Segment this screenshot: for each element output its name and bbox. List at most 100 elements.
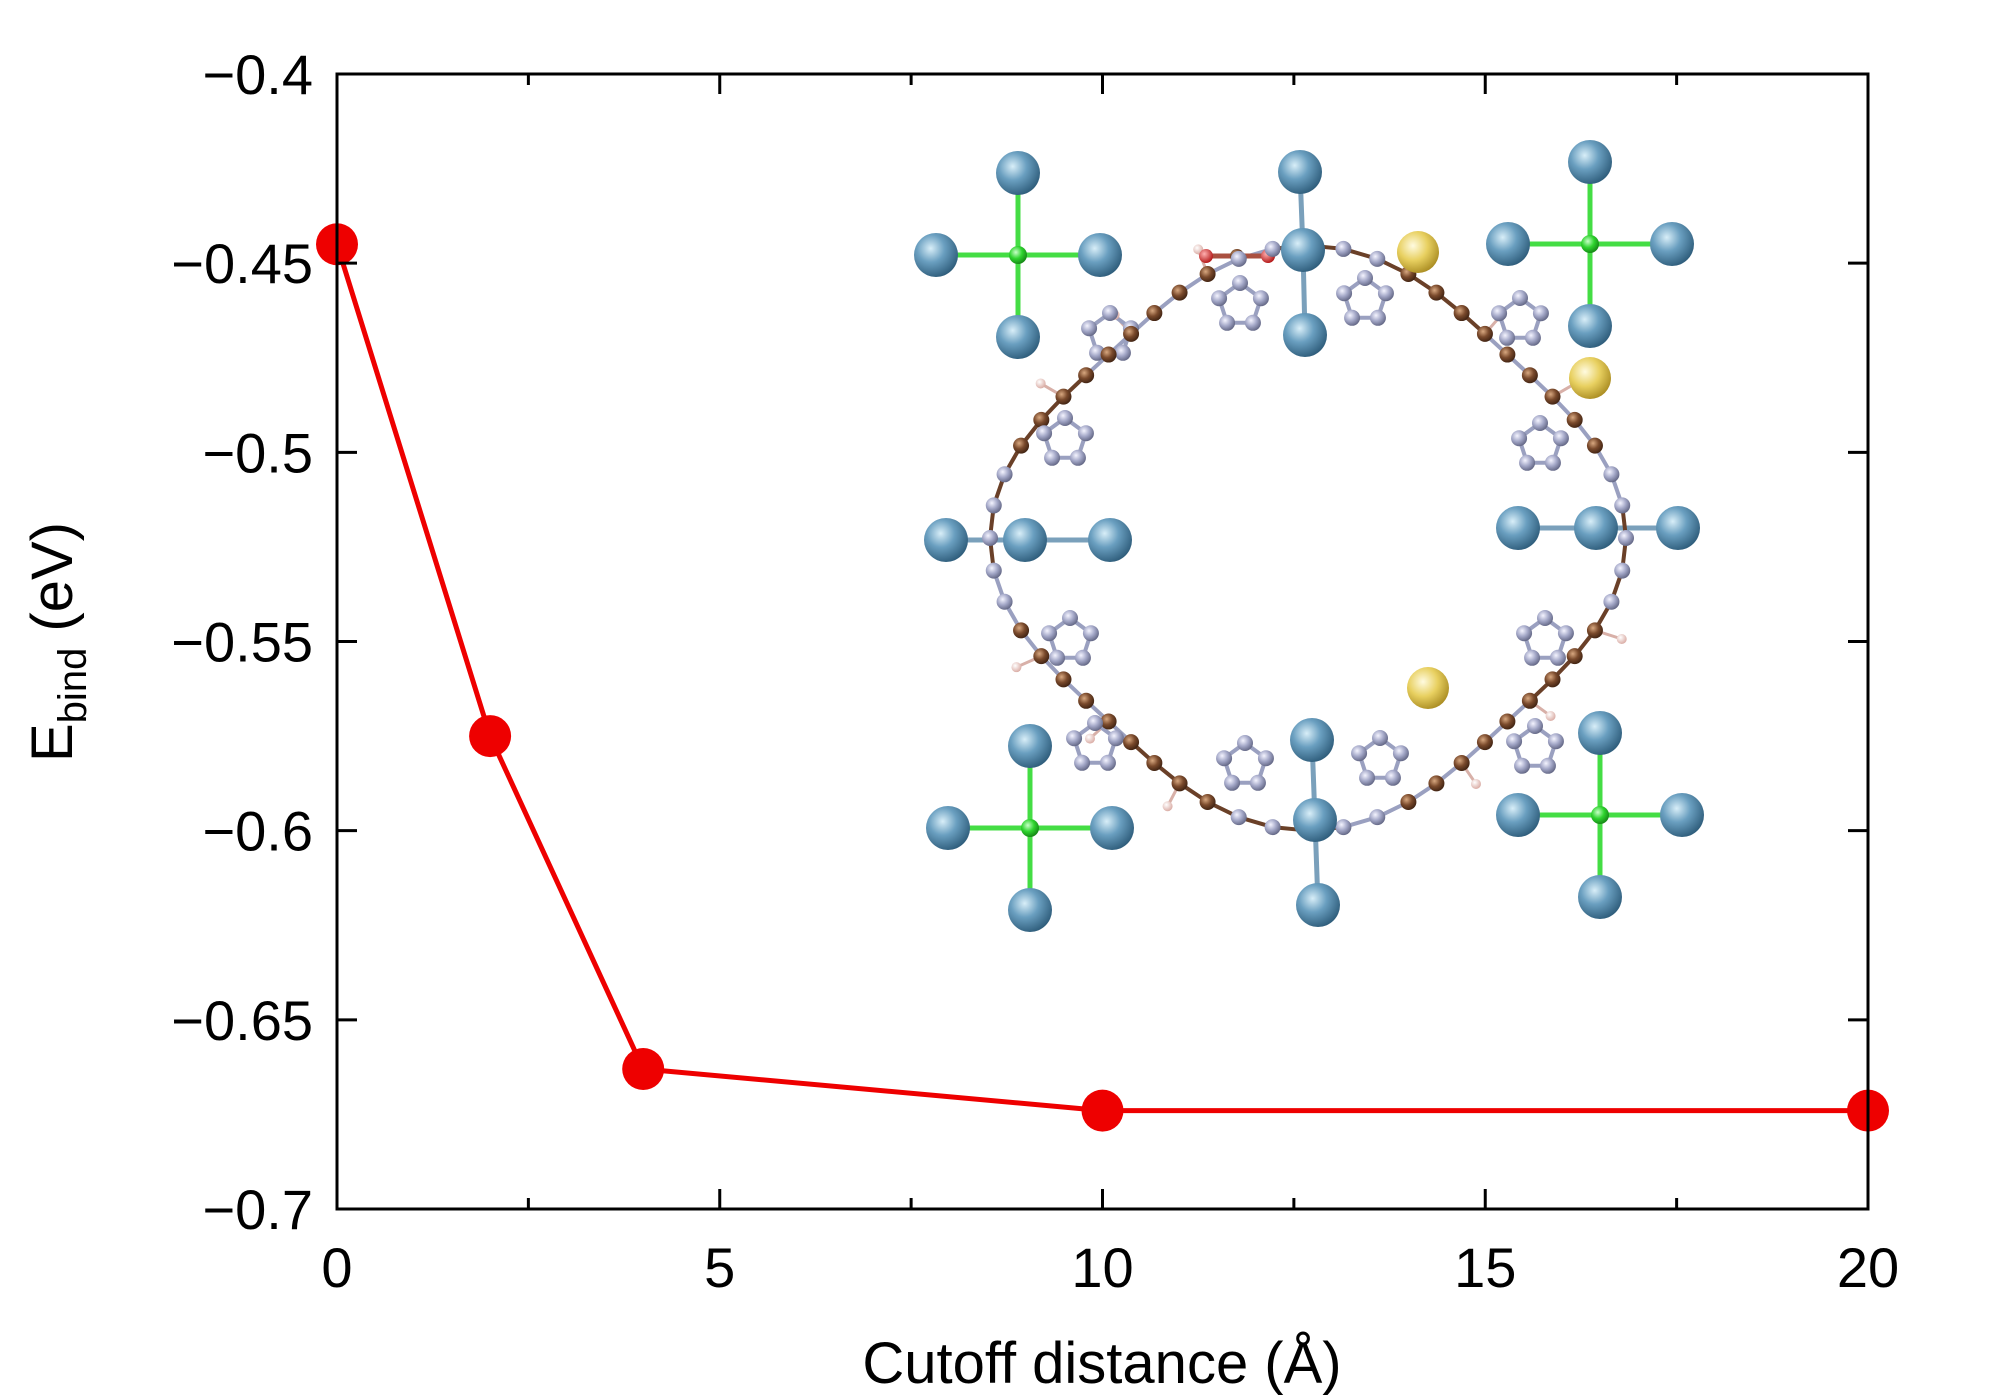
y-tick-label: −0.7 [202, 1178, 313, 1241]
metal-atom [1078, 233, 1122, 277]
nitrogen-atom [1107, 730, 1124, 747]
carbon-atom [1123, 325, 1140, 342]
nitrogen-atom [1384, 769, 1401, 786]
nitrogen-atom [1099, 754, 1116, 771]
carbon-atom [1123, 734, 1140, 751]
nitrogen-atom [1392, 745, 1409, 762]
y-axis-label: Ebind (eV) [20, 522, 95, 762]
nitrogen-atom [1372, 730, 1388, 746]
carbon-atom [1013, 437, 1030, 454]
carbon-atom [1055, 388, 1072, 405]
nitrogen-atom [1077, 425, 1094, 442]
nitrogen-atom [1249, 774, 1266, 791]
carbon-atom [1499, 346, 1516, 363]
metal-atom [1568, 304, 1612, 348]
carbon-atom [1453, 305, 1470, 322]
hydrogen-atom [1616, 633, 1627, 644]
nitrogen-atom [1062, 610, 1078, 626]
nitrogen-atom [1491, 305, 1508, 322]
carbon-atom [1078, 692, 1095, 709]
carbon-atom [1476, 325, 1493, 342]
nitrogen-atom [1244, 314, 1261, 331]
nitrogen-atom [1344, 309, 1361, 326]
nitrogen-atom [1041, 625, 1058, 642]
series-line [334, 243, 1868, 1114]
nitrogen-atom [1114, 344, 1131, 361]
nitrogen-atom [1336, 285, 1353, 302]
nitrogen-atom [1335, 819, 1352, 836]
carbon-atom [1146, 754, 1163, 771]
metal-atom [1008, 724, 1052, 768]
x-tick-label: 15 [1454, 1236, 1516, 1299]
nitrogen-atom [1082, 625, 1099, 642]
carbon-atom [1544, 671, 1561, 688]
data-point [469, 715, 512, 758]
nitrogen-atom [1532, 415, 1548, 431]
metal-atom [924, 518, 968, 562]
nitrogen-atom [1264, 240, 1281, 257]
carbon-atom [1566, 648, 1583, 665]
carbon-atom [1199, 266, 1216, 283]
data-point [1081, 1089, 1124, 1132]
nitrogen-atom [1527, 718, 1543, 734]
y-axis-label-unit: (eV) [20, 522, 85, 648]
y-axis-label-main: E [20, 723, 85, 762]
nitrogen-atom [1552, 430, 1569, 447]
carbon-atom [1055, 671, 1072, 688]
hydrogen-atom [1470, 778, 1481, 789]
metal-atom [1496, 506, 1540, 550]
sulfur-atom [1397, 231, 1439, 273]
nitrogen-atom [1499, 329, 1516, 346]
metal-atom [1660, 793, 1704, 837]
x-tick-label: 5 [704, 1236, 735, 1299]
nitrogen-atom [1539, 757, 1556, 774]
nitrogen-atom [1232, 275, 1248, 291]
nitrogen-atom [1514, 757, 1531, 774]
nitrogen-atom [985, 562, 1002, 579]
nitrogen-atom [1069, 449, 1086, 466]
nitrogen-atom [1511, 430, 1528, 447]
hydrogen-atom [1162, 801, 1173, 812]
metal-atom [1574, 506, 1618, 550]
nitrogen-atom [1074, 754, 1091, 771]
nitrogen-atom [1516, 625, 1533, 642]
nitrogen-atom [1614, 497, 1631, 514]
nitrogen-atom [1081, 320, 1098, 337]
nitrogen-atom [1603, 593, 1620, 610]
chlorine-atom [1581, 235, 1599, 253]
nitrogen-atom [1044, 449, 1061, 466]
metal-atom [1088, 518, 1132, 562]
nitrogen-atom [1524, 649, 1541, 666]
nitrogen-atom [1252, 290, 1269, 307]
nitrogen-atom [982, 530, 998, 546]
nitrogen-atom [1074, 649, 1091, 666]
carbon-atom [1521, 692, 1538, 709]
y-tick-label: −0.45 [171, 232, 313, 295]
metal-atom [1290, 718, 1334, 762]
nitrogen-atom [985, 497, 1002, 514]
carbon-atom [1400, 793, 1417, 810]
metal-atom [1578, 875, 1622, 919]
nitrogen-atom [1537, 610, 1553, 626]
nitrogen-atom [1618, 530, 1634, 546]
hydrogen-atom [1011, 662, 1022, 673]
nitrogen-atom [996, 466, 1013, 483]
nitrogen-atom [1230, 250, 1247, 267]
nitrogen-atom [1359, 769, 1376, 786]
metal-atom [1283, 313, 1327, 357]
nitrogen-atom [1357, 270, 1373, 286]
carbon-atom [1566, 411, 1583, 428]
metal-atom [1281, 228, 1325, 272]
carbon-atom [1146, 305, 1163, 322]
carbon-atom [1199, 793, 1216, 810]
carbon-atom [1428, 284, 1445, 301]
y-tick-label: −0.65 [171, 989, 313, 1052]
nitrogen-atom [1547, 733, 1564, 750]
nitrogen-atom [1351, 745, 1368, 762]
nitrogen-atom [996, 593, 1013, 610]
nitrogen-atom [1036, 425, 1053, 442]
metal-atom [1003, 518, 1047, 562]
y-tick-label: −0.6 [202, 800, 313, 863]
hydrogen-atom [1035, 378, 1046, 389]
nitrogen-atom [1049, 649, 1066, 666]
